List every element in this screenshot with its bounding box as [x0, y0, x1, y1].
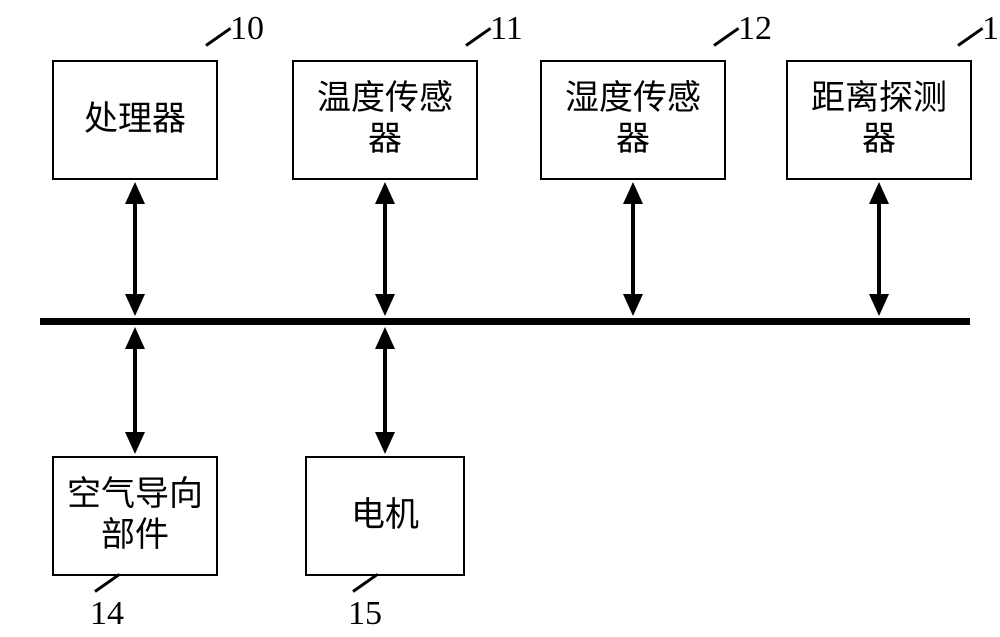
node-hum-sensor: 湿度传感器 [540, 60, 726, 180]
node-hum-sensor-number: 12 [738, 10, 772, 48]
node-dist-detector-label: 距离探测器 [811, 79, 947, 161]
arrow-bus-airguide [121, 327, 149, 454]
leader-10 [205, 27, 231, 47]
leader-13 [957, 27, 983, 47]
arrow-processor-bus [121, 182, 149, 316]
node-processor: 处理器 [52, 60, 218, 180]
node-temp-sensor-label: 温度传感器 [317, 79, 453, 161]
node-dist-detector: 距离探测器 [786, 60, 972, 180]
arrow-hum-bus [619, 182, 647, 316]
node-air-guide: 空气导向部件 [52, 456, 218, 576]
leader-15 [352, 573, 378, 593]
node-dist-detector-number: 13 [982, 10, 1000, 48]
arrow-dist-bus [865, 182, 893, 316]
node-motor-label: 电机 [351, 496, 419, 537]
leader-11 [465, 27, 491, 47]
node-air-guide-number: 14 [90, 595, 124, 633]
bus-line [40, 318, 970, 325]
node-motor: 电机 [305, 456, 465, 576]
arrow-temp-bus [371, 182, 399, 316]
node-air-guide-label: 空气导向部件 [67, 475, 203, 557]
leader-12 [713, 27, 739, 47]
node-temp-sensor-number: 11 [490, 10, 523, 48]
node-processor-label: 处理器 [84, 100, 186, 141]
leader-14 [94, 573, 120, 593]
node-hum-sensor-label: 湿度传感器 [565, 79, 701, 161]
diagram-canvas: 处理器 10 温度传感器 11 湿度传感器 12 距离探测器 13 空气导向部件… [0, 0, 1000, 637]
node-temp-sensor: 温度传感器 [292, 60, 478, 180]
node-processor-number: 10 [230, 10, 264, 48]
arrow-bus-motor [371, 327, 399, 454]
node-motor-number: 15 [348, 595, 382, 633]
